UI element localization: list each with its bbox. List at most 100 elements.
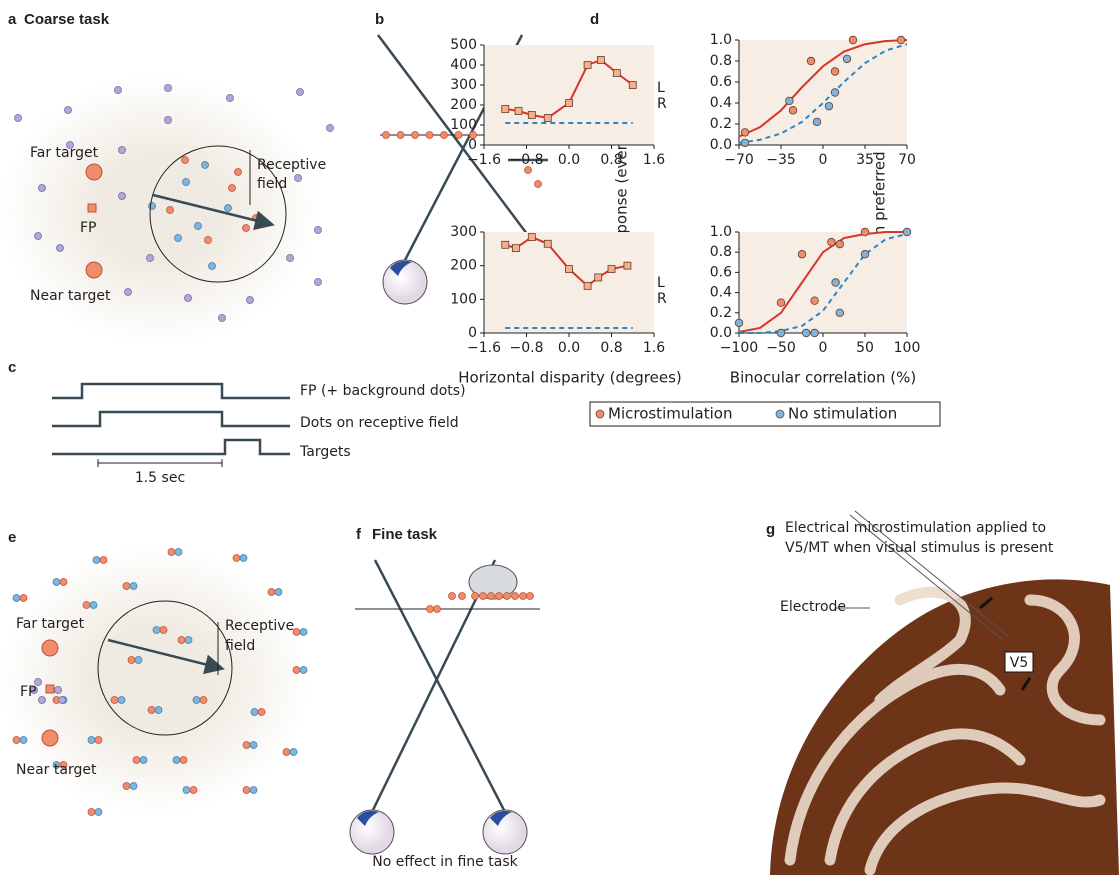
dot (119, 147, 126, 154)
y-tick-label: 200 (450, 258, 477, 274)
y-tick-label: 0.6 (710, 264, 732, 280)
y-tick-label: 1.0 (710, 224, 732, 240)
x-tick-label: −50 (766, 340, 796, 356)
dot (300, 667, 307, 674)
dot (123, 583, 130, 590)
point (802, 329, 810, 337)
dot (258, 709, 265, 716)
dot (185, 637, 192, 644)
panel-c: c FP (+ background dots) Dots on recepti… (8, 359, 466, 486)
dot (293, 667, 300, 674)
y-tick-label: 100 (450, 291, 477, 307)
dot (15, 115, 22, 122)
x-tick-label: −0.8 (510, 340, 544, 356)
point (608, 266, 615, 273)
dot (195, 223, 202, 230)
dot (219, 315, 226, 322)
dot (130, 783, 137, 790)
dot (147, 255, 154, 262)
dot (397, 132, 404, 139)
point (828, 238, 836, 246)
dot (118, 697, 125, 704)
legend-label: Microstimulation (608, 405, 732, 423)
y-tick-label: 500 (450, 37, 477, 53)
point (528, 234, 535, 241)
plot-area (484, 45, 654, 145)
point (831, 68, 839, 76)
point (584, 282, 591, 289)
panel-letter: a (8, 11, 17, 28)
fixation-point (46, 685, 54, 693)
dot (111, 697, 118, 704)
dot (57, 245, 64, 252)
figure: a Coarse task Far target Receptive field… (0, 0, 1119, 875)
label: FP (+ background dots) (300, 383, 466, 399)
far-target (86, 164, 102, 180)
point (741, 139, 749, 147)
dot (295, 175, 302, 182)
dot (60, 579, 67, 586)
dot (153, 627, 160, 634)
y-tick-label: 0.6 (710, 74, 732, 90)
dot (512, 593, 519, 600)
dot (149, 203, 156, 210)
x-tick-label: 35 (856, 152, 874, 168)
dot (283, 749, 290, 756)
dot (183, 179, 190, 186)
legend-swatch (776, 410, 784, 418)
x-tick-label: −70 (724, 152, 754, 168)
y-tick-label: 0.2 (710, 116, 732, 132)
dot (247, 297, 254, 304)
dot (520, 593, 527, 600)
x-tick-label: 100 (894, 340, 921, 356)
panel-letter: b (375, 11, 384, 28)
dot (65, 107, 72, 114)
x-tick-label: 0 (819, 340, 828, 356)
dot (175, 549, 182, 556)
y-tick-label: 1.0 (710, 32, 732, 48)
dot (327, 125, 334, 132)
point (544, 240, 551, 247)
dot (209, 263, 216, 270)
point (903, 228, 911, 236)
x-tick-label: −0.8 (510, 152, 544, 168)
point (777, 299, 785, 307)
dot (488, 593, 495, 600)
trace (52, 412, 290, 426)
dot (412, 132, 419, 139)
near-target (86, 262, 102, 278)
dot (275, 589, 282, 596)
y-tick-label: 300 (450, 77, 477, 93)
eye (350, 810, 394, 854)
dot (496, 593, 503, 600)
label: Far target (16, 616, 85, 632)
y-tick-label: 0 (468, 137, 477, 153)
label: field (225, 638, 255, 654)
panel-title: Coarse task (24, 11, 110, 28)
y-tick-label: 100 (450, 117, 477, 133)
panel-letter: d (590, 11, 599, 28)
point (741, 129, 749, 137)
point (502, 241, 509, 248)
dot (173, 757, 180, 764)
x-tick-label: −35 (766, 152, 796, 168)
label: FP (20, 684, 37, 700)
title: V5/MT when visual stimulus is present (785, 540, 1054, 556)
dot (185, 295, 192, 302)
chart: 0.00.20.40.60.81.0−100−50050100 (710, 224, 921, 356)
x-tick-label: 0 (819, 152, 828, 168)
y-tick-label: 0.4 (710, 285, 732, 301)
point (786, 97, 794, 105)
halo (0, 75, 320, 345)
dot (240, 555, 247, 562)
dot (95, 737, 102, 744)
dot (300, 629, 307, 636)
x-tick-label: 1.6 (643, 340, 665, 356)
point (861, 250, 869, 258)
dot (140, 757, 147, 764)
dot (287, 255, 294, 262)
point (789, 107, 797, 115)
dot (130, 583, 137, 590)
point (528, 112, 535, 119)
